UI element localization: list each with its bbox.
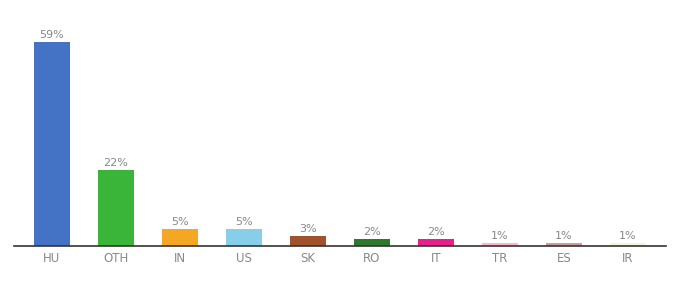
Bar xyxy=(482,242,517,246)
Text: 2%: 2% xyxy=(427,227,445,237)
Text: 5%: 5% xyxy=(235,217,253,227)
Bar xyxy=(547,242,581,246)
Text: 5%: 5% xyxy=(171,217,189,227)
Bar xyxy=(226,229,262,246)
Text: 2%: 2% xyxy=(363,227,381,237)
Text: 3%: 3% xyxy=(299,224,317,234)
Text: 1%: 1% xyxy=(491,231,509,241)
Bar xyxy=(163,229,198,246)
Text: 22%: 22% xyxy=(103,158,129,168)
Text: 59%: 59% xyxy=(39,30,65,40)
Text: 1%: 1% xyxy=(619,231,636,241)
Bar xyxy=(418,239,454,246)
Bar xyxy=(35,42,69,246)
Bar xyxy=(354,239,390,246)
Bar xyxy=(611,242,645,246)
Bar xyxy=(290,236,326,246)
Bar xyxy=(99,170,133,246)
Text: 1%: 1% xyxy=(555,231,573,241)
